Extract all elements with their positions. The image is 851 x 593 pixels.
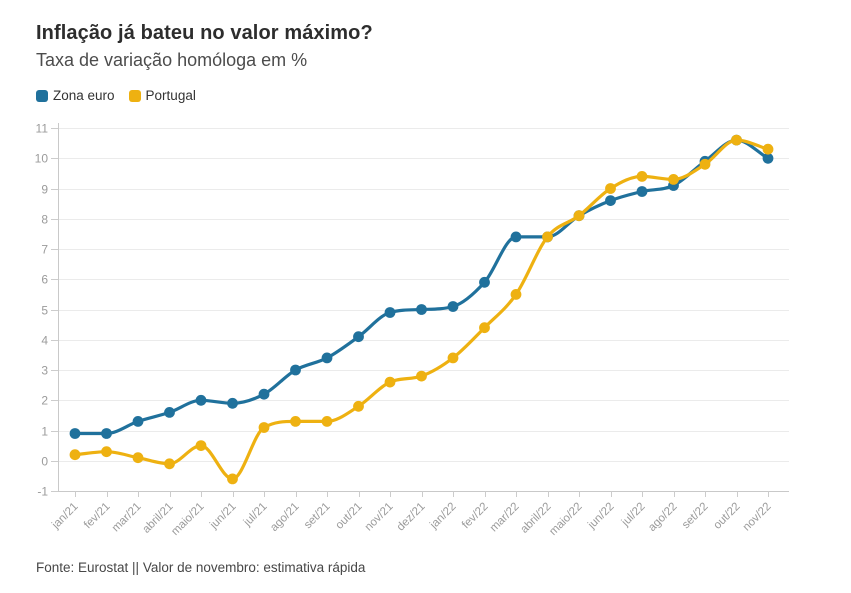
data-point	[101, 446, 112, 458]
y-tick-label: 7	[41, 243, 48, 257]
chart-footer-source: Fonte: Eurostat || Valor de novembro: es…	[36, 560, 366, 575]
x-tick-label: jan/21	[49, 501, 80, 532]
data-point	[384, 376, 396, 388]
y-axis-labels: -1 0 1 2 3 4 5 6 7 8 9 10 11	[35, 122, 49, 499]
x-tick-label: jan/22	[427, 501, 458, 532]
y-tick-label: 8	[41, 213, 48, 227]
y-axis-ticks	[51, 128, 58, 492]
x-tick-label: set/21	[302, 501, 333, 532]
data-point	[573, 210, 585, 222]
data-point	[290, 364, 301, 376]
y-tick-label: 5	[41, 304, 48, 318]
y-tick-label: 3	[41, 364, 48, 378]
x-tick-label: mar/21	[110, 501, 144, 535]
chart-subtitle: Taxa de variação homóloga em %	[36, 50, 308, 70]
x-tick-label: fev/22	[460, 501, 491, 532]
data-point	[731, 134, 742, 146]
legend-label-portugal: Portugal	[145, 88, 196, 103]
data-point	[101, 428, 112, 439]
data-point	[132, 452, 144, 464]
data-point	[636, 186, 648, 197]
data-point	[668, 174, 679, 185]
data-point	[384, 307, 396, 318]
axes	[58, 123, 789, 492]
legend-item-zona-euro: Zona euro	[36, 88, 115, 103]
data-point	[69, 449, 81, 461]
data-point	[290, 416, 301, 427]
series-portugal	[69, 134, 774, 485]
y-tick-label: -1	[37, 485, 48, 499]
y-tick-label: 6	[41, 273, 48, 287]
data-point	[321, 352, 333, 364]
data-point	[479, 322, 490, 334]
data-point	[258, 422, 270, 433]
x-tick-label: jul/22	[619, 501, 648, 530]
y-tick-label: 11	[36, 122, 49, 136]
data-point	[479, 276, 490, 288]
data-point	[195, 394, 207, 406]
y-tick-label: 9	[41, 183, 48, 197]
legend-item-portugal: Portugal	[128, 88, 196, 103]
data-point	[510, 289, 522, 300]
data-point	[258, 388, 270, 400]
data-point	[605, 183, 616, 194]
y-tick-label: 0	[41, 455, 48, 469]
x-tick-label: maio/22	[547, 501, 584, 538]
data-point	[416, 370, 427, 382]
x-tick-label: dez/21	[395, 501, 428, 534]
data-point	[416, 304, 427, 315]
x-tick-label: out/21	[334, 501, 365, 532]
data-point	[132, 416, 144, 427]
data-point	[447, 301, 459, 312]
data-point	[762, 143, 774, 155]
data-point	[353, 400, 364, 412]
data-point	[195, 440, 207, 451]
data-point	[321, 416, 333, 427]
data-point	[605, 195, 616, 207]
data-point	[227, 473, 238, 485]
legend-swatch-zona-euro	[36, 89, 48, 102]
x-tick-label: maio/21	[169, 501, 206, 538]
data-point	[69, 428, 81, 439]
y-tick-label: 1	[41, 425, 48, 439]
x-tick-label: fev/21	[82, 501, 113, 532]
series-line-zona-euro	[73, 138, 770, 436]
data-point	[636, 171, 648, 182]
legend-label-zona-euro: Zona euro	[53, 88, 115, 103]
gridlines	[58, 128, 789, 462]
x-tick-label: out/22	[712, 501, 743, 532]
x-tick-label: ago/22	[646, 501, 679, 534]
x-tick-label: nov/22	[741, 501, 774, 534]
data-point	[353, 331, 364, 343]
data-point	[510, 231, 522, 243]
x-tick-label: ago/21	[268, 501, 301, 534]
chart-legend: Zona euro Portugal	[36, 88, 196, 103]
y-tick-label: 10	[35, 152, 49, 166]
data-point	[699, 158, 711, 170]
x-tick-label: jul/21	[241, 501, 270, 530]
data-point	[762, 152, 774, 164]
legend-swatch-portugal	[128, 89, 141, 102]
x-tick-label: set/22	[680, 501, 711, 532]
x-axis-ticks	[75, 491, 769, 497]
x-tick-label: nov/21	[363, 501, 396, 534]
y-tick-label: 2	[41, 394, 48, 408]
data-point	[164, 407, 175, 418]
data-point	[164, 458, 175, 470]
data-point	[542, 231, 553, 243]
series-points-portugal	[69, 134, 774, 485]
data-point	[447, 352, 459, 364]
data-point	[227, 397, 238, 409]
x-tick-label: jun/21	[207, 501, 238, 532]
inflation-line-chart-svg: -1 0 1 2 3 4 5 6 7 8 9 10 11 jan/21 fev/21mar/21abril/…	[35, 122, 789, 538]
y-tick-label: 4	[41, 334, 48, 348]
x-tick-label: jun/22	[585, 501, 616, 532]
x-tick-label: mar/22	[488, 501, 522, 535]
chart-title: Inflação já bateu no valor máximo?	[36, 22, 373, 44]
